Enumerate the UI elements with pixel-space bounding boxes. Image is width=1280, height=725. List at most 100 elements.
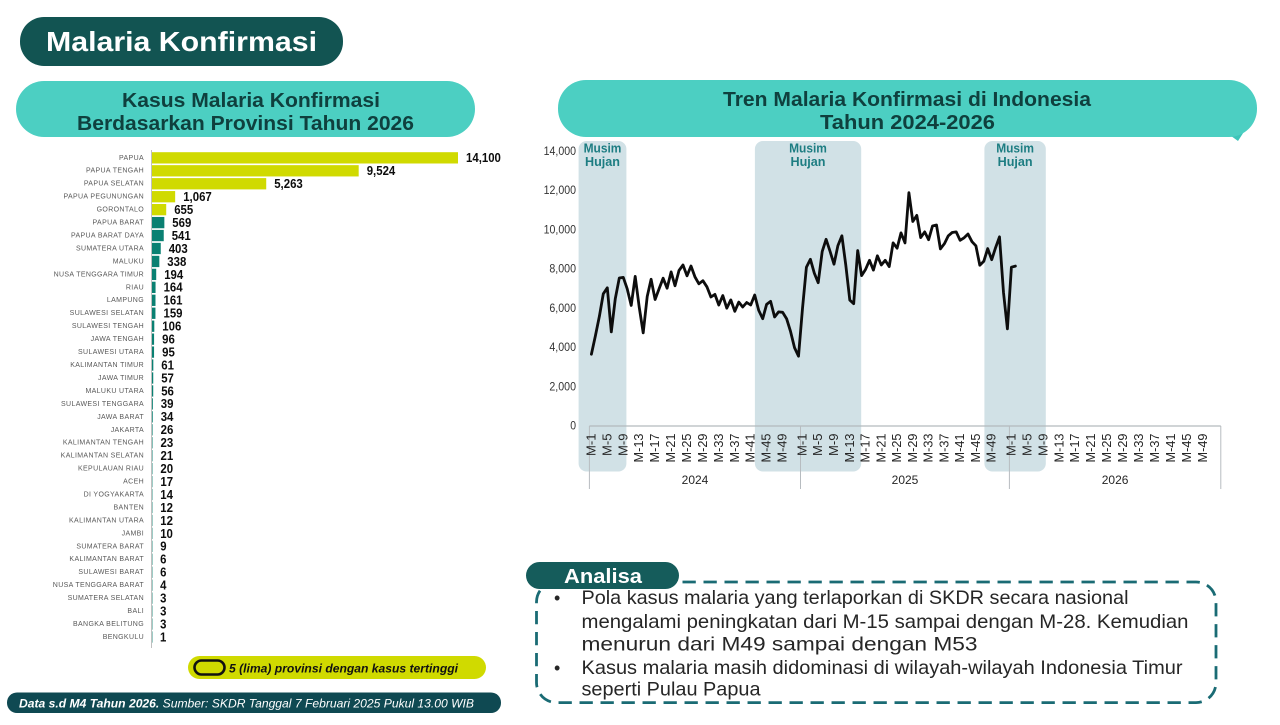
svg-text:Hujan: Hujan [791, 155, 826, 169]
svg-text:M-41: M-41 [953, 433, 967, 462]
svg-text:SULAWESI TENGAH: SULAWESI TENGAH [72, 323, 144, 330]
svg-text:SUMATERA SELATAN: SUMATERA SELATAN [68, 595, 144, 602]
svg-text:M-1: M-1 [1004, 433, 1018, 456]
svg-text:M-21: M-21 [874, 433, 888, 462]
svg-text:4,000: 4,000 [549, 342, 576, 354]
svg-text:LAMPUNG: LAMPUNG [107, 297, 144, 304]
svg-text:M-37: M-37 [728, 433, 742, 462]
svg-text:SULAWESI TENGGARA: SULAWESI TENGGARA [61, 401, 144, 408]
svg-text:M-49: M-49 [1196, 433, 1210, 462]
svg-text:NUSA TENGGARA TIMUR: NUSA TENGGARA TIMUR [54, 271, 144, 278]
svg-text:M-41: M-41 [1164, 433, 1178, 462]
svg-text:M-45: M-45 [760, 433, 774, 462]
svg-text:JAWA TENGAH: JAWA TENGAH [91, 336, 144, 343]
svg-text:GORONTALO: GORONTALO [97, 207, 145, 214]
svg-text:M-49: M-49 [985, 433, 999, 462]
svg-text:14,100: 14,100 [466, 150, 501, 165]
svg-text:SUMATERA BARAT: SUMATERA BARAT [76, 543, 144, 550]
svg-text:KEPULAUAN RIAU: KEPULAUAN RIAU [78, 466, 144, 473]
svg-text:M-9: M-9 [827, 433, 841, 456]
svg-text:5 (lima) provinsi dengan kasus: 5 (lima) provinsi dengan kasus tertinggi [229, 662, 459, 676]
svg-text:M-29: M-29 [1116, 433, 1130, 462]
svg-text:PAPUA PEGUNUNGAN: PAPUA PEGUNUNGAN [63, 194, 144, 201]
svg-text:M-37: M-37 [1148, 433, 1162, 462]
svg-text:Tren Malaria Konfirmasi di Ind: Tren Malaria Konfirmasi di Indonesia [723, 89, 1092, 111]
svg-text:M-17: M-17 [859, 433, 873, 462]
svg-text:M-25: M-25 [890, 433, 904, 462]
svg-text:PAPUA BARAT DAYA: PAPUA BARAT DAYA [71, 233, 144, 240]
svg-text:KALIMANTAN BARAT: KALIMANTAN BARAT [69, 556, 144, 563]
svg-text:KALIMANTAN UTARA: KALIMANTAN UTARA [69, 517, 144, 524]
svg-text:PAPUA BARAT: PAPUA BARAT [93, 220, 145, 227]
svg-text:2025: 2025 [892, 473, 919, 487]
svg-text:M-13: M-13 [843, 433, 857, 462]
svg-text:MALUKU UTARA: MALUKU UTARA [85, 388, 144, 395]
svg-text:Kasus malaria masih didominasi: Kasus malaria masih didominasi di wilaya… [582, 657, 1184, 679]
svg-text:Tahun 2024-2026: Tahun 2024-2026 [820, 112, 995, 134]
svg-text:DI YOGYAKARTA: DI YOGYAKARTA [84, 492, 144, 499]
svg-text:M-25: M-25 [1100, 433, 1114, 462]
svg-text:M-21: M-21 [1084, 433, 1098, 462]
svg-text:JAWA BARAT: JAWA BARAT [97, 414, 144, 421]
svg-text:Musim: Musim [584, 142, 622, 156]
svg-text:M-9: M-9 [616, 433, 630, 456]
svg-text:BANGKA BELITUNG: BANGKA BELITUNG [73, 621, 144, 628]
svg-text:Pola kasus malaria yang terlap: Pola kasus malaria yang terlaporkan di S… [582, 587, 1129, 609]
svg-text:SULAWESI BARAT: SULAWESI BARAT [78, 569, 144, 576]
svg-text:BANTEN: BANTEN [114, 504, 145, 511]
svg-text:M-49: M-49 [776, 433, 790, 462]
svg-text:2026: 2026 [1102, 473, 1129, 487]
svg-text:M-25: M-25 [680, 433, 694, 462]
svg-text:Data s.d M4 Tahun 2026. Sumber: Data s.d M4 Tahun 2026. Sumber: SKDR Tan… [19, 696, 474, 710]
svg-text:Musim: Musim [996, 142, 1034, 156]
svg-text:M-45: M-45 [1180, 433, 1194, 462]
svg-text:M-29: M-29 [906, 433, 920, 462]
svg-text:2024: 2024 [682, 473, 709, 487]
svg-text:seperti Pulau Papua: seperti Pulau Papua [582, 679, 761, 701]
svg-text:mengalami peningkatan dari M-1: mengalami peningkatan dari M-15 sampai d… [582, 611, 1189, 633]
svg-text:•: • [554, 658, 560, 678]
svg-text:SULAWESI UTARA: SULAWESI UTARA [78, 349, 144, 356]
svg-text:JAWA TIMUR: JAWA TIMUR [98, 375, 144, 382]
svg-text:MALUKU: MALUKU [113, 258, 144, 265]
svg-text:0: 0 [570, 421, 576, 433]
svg-text:Hujan: Hujan [998, 155, 1033, 169]
svg-text:KALIMANTAN TENGAH: KALIMANTAN TENGAH [63, 440, 144, 447]
svg-text:ACEH: ACEH [123, 479, 144, 486]
svg-text:M-41: M-41 [744, 433, 758, 462]
svg-text:KALIMANTAN TIMUR: KALIMANTAN TIMUR [70, 362, 144, 369]
svg-text:2,000: 2,000 [549, 381, 576, 393]
svg-text:14,000: 14,000 [544, 146, 576, 158]
svg-text:PAPUA: PAPUA [119, 155, 144, 162]
svg-text:M-5: M-5 [811, 433, 825, 456]
svg-text:Berdasarkan Provinsi Tahun 202: Berdasarkan Provinsi Tahun 2026 [77, 113, 414, 135]
svg-text:M-29: M-29 [696, 433, 710, 462]
svg-text:Musim: Musim [789, 142, 827, 156]
svg-text:BALI: BALI [127, 608, 144, 615]
svg-text:1: 1 [160, 629, 166, 644]
svg-text:M-37: M-37 [937, 433, 951, 462]
svg-text:KALIMANTAN SELATAN: KALIMANTAN SELATAN [61, 453, 144, 460]
svg-text:8,000: 8,000 [549, 264, 576, 276]
svg-text:RIAU: RIAU [126, 284, 144, 291]
svg-text:M-33: M-33 [1132, 433, 1146, 462]
svg-text:M-9: M-9 [1036, 433, 1050, 456]
svg-text:SULAWESI SELATAN: SULAWESI SELATAN [70, 310, 144, 317]
svg-text:BENGKULU: BENGKULU [103, 634, 144, 641]
svg-text:•: • [554, 588, 560, 608]
svg-text:Hujan: Hujan [585, 155, 620, 169]
svg-text:Analisa: Analisa [564, 566, 643, 588]
svg-text:M-5: M-5 [600, 433, 614, 456]
svg-text:6,000: 6,000 [549, 303, 576, 315]
svg-text:SUMATERA UTARA: SUMATERA UTARA [76, 245, 144, 252]
svg-text:10,000: 10,000 [544, 224, 576, 236]
svg-text:PAPUA SELATAN: PAPUA SELATAN [84, 181, 144, 188]
svg-text:JAKARTA: JAKARTA [111, 427, 144, 434]
svg-text:9,524: 9,524 [367, 163, 396, 178]
svg-text:M-5: M-5 [1020, 433, 1034, 456]
svg-text:M-33: M-33 [712, 433, 726, 462]
svg-text:Kasus Malaria Konfirmasi: Kasus Malaria Konfirmasi [122, 90, 380, 112]
svg-text:M-33: M-33 [922, 433, 936, 462]
svg-text:JAMBI: JAMBI [122, 530, 144, 537]
svg-text:M-13: M-13 [1052, 433, 1066, 462]
